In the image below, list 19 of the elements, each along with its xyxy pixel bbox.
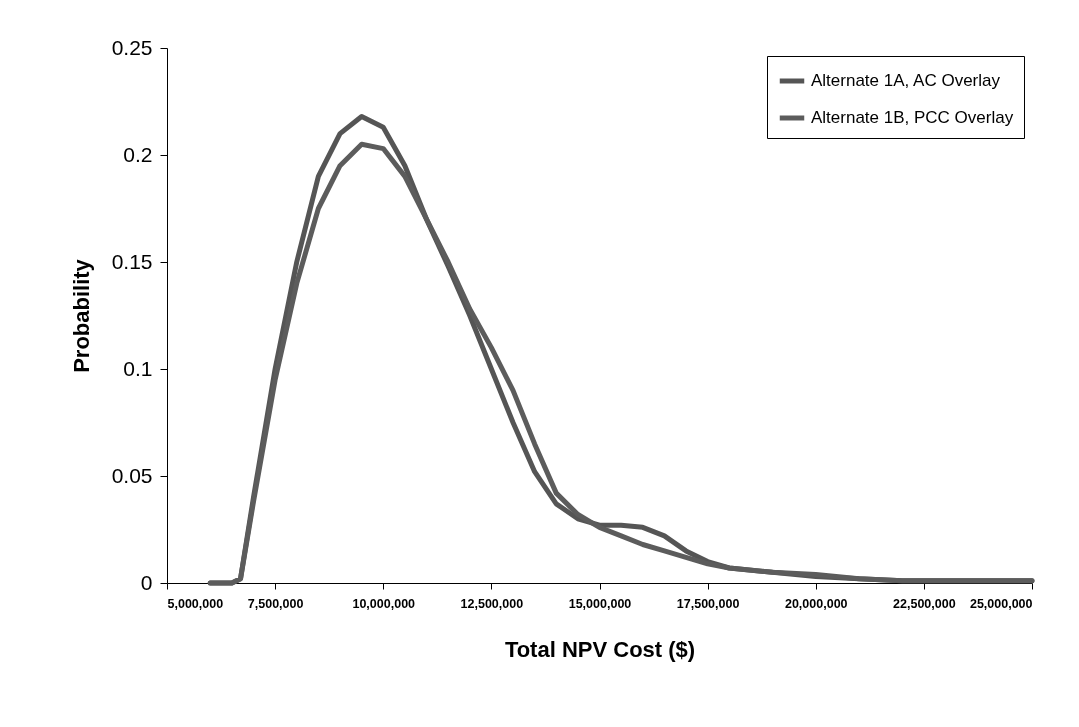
- y-tick-label: 0.2: [123, 142, 153, 166]
- x-tick-label: 5,000,000: [167, 596, 224, 611]
- y-tick-label: 0.25: [111, 35, 153, 59]
- legend-label: Alternate 1A, AC Overlay: [811, 71, 1001, 90]
- x-axis-title: Total NPV Cost ($): [504, 637, 696, 662]
- x-tick-label: 7,500,000: [247, 596, 304, 611]
- x-tick-label: 22,500,000: [893, 596, 956, 611]
- x-tick-label: 20,000,000: [784, 596, 848, 611]
- legend-label: Alternate 1B, PCC Overlay: [811, 108, 1014, 127]
- y-tick-label: 0: [140, 570, 153, 594]
- y-axis-title: Probability: [68, 258, 94, 373]
- y-tick-label: 0.05: [111, 463, 153, 487]
- x-tick-label: 12,500,000: [460, 596, 524, 611]
- y-tick-label: 0.15: [111, 249, 153, 273]
- x-tick-label: 15,000,000: [568, 596, 632, 611]
- x-tick-label: 25,000,000: [969, 596, 1033, 611]
- x-tick-label: 10,000,000: [352, 596, 416, 611]
- y-tick-label: 0.1: [123, 356, 153, 380]
- x-tick-label: 17,500,000: [676, 596, 740, 611]
